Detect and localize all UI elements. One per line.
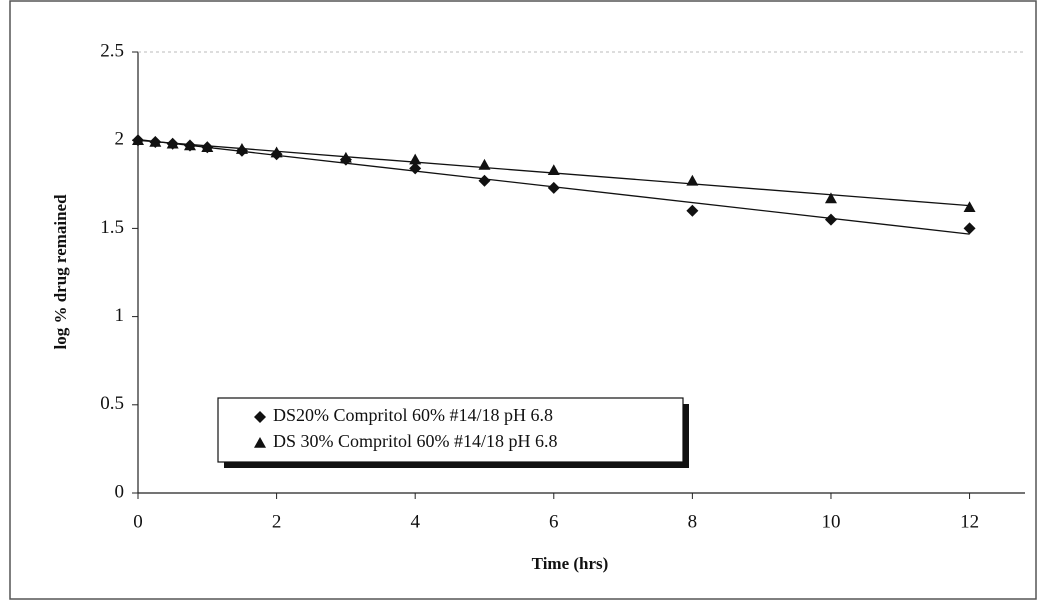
y-tick-label: 0 [115, 481, 125, 502]
x-tick-label: 2 [272, 511, 282, 532]
x-tick-label: 0 [133, 511, 143, 532]
legend-marker [254, 411, 266, 423]
legend-label: DS 30% Compritol 60% #14/18 pH 6.8 [273, 431, 558, 451]
y-tick-label: 1.5 [100, 217, 124, 238]
point [478, 158, 491, 170]
point [166, 137, 179, 149]
point [686, 174, 699, 186]
point [132, 134, 144, 145]
legend-marker [254, 437, 266, 448]
x-tick-label: 4 [410, 511, 420, 532]
point [235, 143, 248, 154]
point [824, 192, 837, 204]
point [963, 201, 976, 213]
point [409, 162, 422, 175]
y-tick-label: 2.5 [100, 40, 124, 61]
x-tick-label: 6 [549, 511, 559, 532]
y-tick-label: 1 [115, 305, 125, 326]
point [963, 222, 976, 235]
y-axis-title: log % drug remained [51, 194, 70, 350]
y-tick-label: 0.5 [100, 393, 124, 414]
point [547, 181, 560, 194]
point [824, 213, 837, 226]
point [270, 146, 283, 158]
point [339, 151, 352, 163]
legend-box [217, 397, 684, 463]
point [149, 135, 162, 147]
legend-label: DS20% Compritol 60% #14/18 pH 6.8 [273, 405, 553, 425]
point [547, 164, 560, 175]
x-tick-label: 8 [688, 511, 698, 532]
point [478, 174, 491, 187]
point [686, 204, 699, 217]
x-tick-label: 12 [960, 511, 979, 532]
x-axis-title: Time (hrs) [532, 554, 609, 573]
point [183, 139, 196, 151]
point [409, 153, 422, 165]
y-tick-label: 2 [115, 129, 125, 150]
point [201, 141, 214, 153]
x-tick-label: 10 [821, 511, 840, 532]
chart-frame [9, 0, 1037, 600]
